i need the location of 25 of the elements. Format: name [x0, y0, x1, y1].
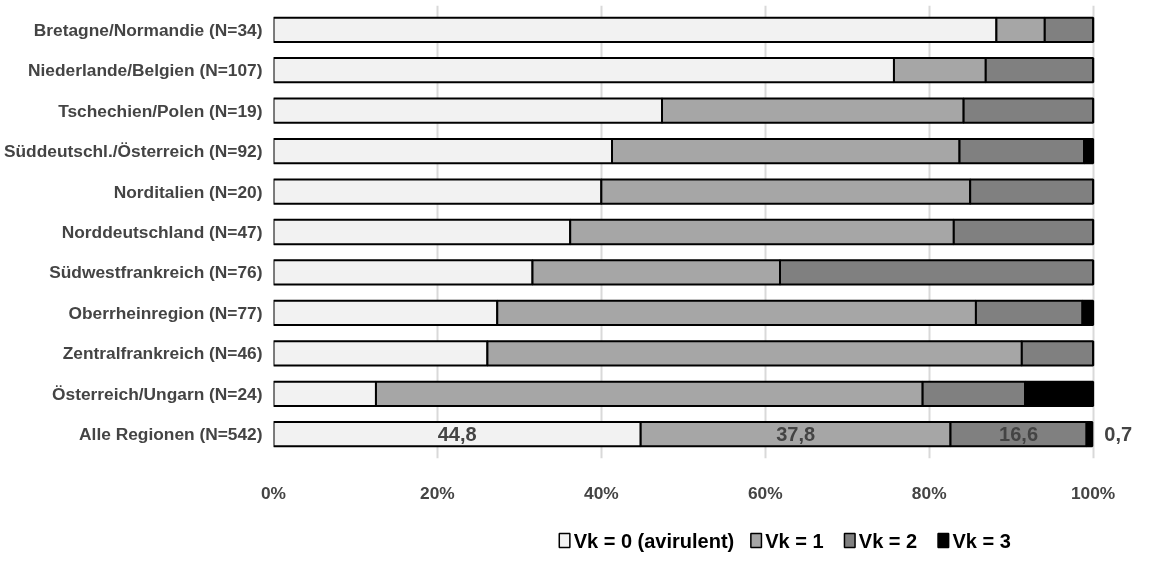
x-tick-label: 40%	[584, 482, 619, 503]
x-tick-label: 0%	[260, 482, 287, 503]
x-tick-label: 100%	[1070, 482, 1116, 503]
y-tick-label: Bretagne/Normandie (N=34)	[33, 19, 263, 40]
y-tick-label: Zentralfrankreich (N=46)	[62, 343, 263, 364]
x-tick-label: 60%	[747, 482, 783, 503]
y-tick-label: Niederlande/Belgien (N=107)	[28, 60, 263, 81]
data-label: 44,8	[437, 423, 477, 446]
y-tick-label: Norditalien (N=20)	[113, 181, 263, 202]
data-label: 16,6	[999, 423, 1039, 446]
y-tick-label: Tschechien/Polen (N=19)	[58, 100, 263, 121]
x-tick-label: 80%	[911, 482, 947, 503]
y-tick-label: Südwestfrankreich (N=76)	[49, 262, 263, 283]
data-label: 0,7	[1104, 423, 1133, 446]
y-tick-label: Norddeutschland (N=47)	[61, 222, 263, 242]
data-label: 37,8	[776, 423, 816, 446]
legend-label: Vk = 3	[952, 529, 1011, 552]
y-tick-label: Alle Regionen (N=542)	[79, 424, 263, 445]
x-tick-label: 20%	[420, 482, 455, 503]
y-tick-label: Oberrheinregion (N=77)	[68, 302, 263, 323]
legend-label: Vk = 2	[858, 529, 918, 552]
y-tick-label: Österreich/Ungarn (N=24)	[52, 383, 263, 404]
legend-label: Vk = 1	[765, 529, 824, 552]
legend-label: Vk = 0 (avirulent)	[573, 529, 735, 552]
y-tick-label: Süddeutschl./Österreich (N=92)	[3, 141, 263, 162]
